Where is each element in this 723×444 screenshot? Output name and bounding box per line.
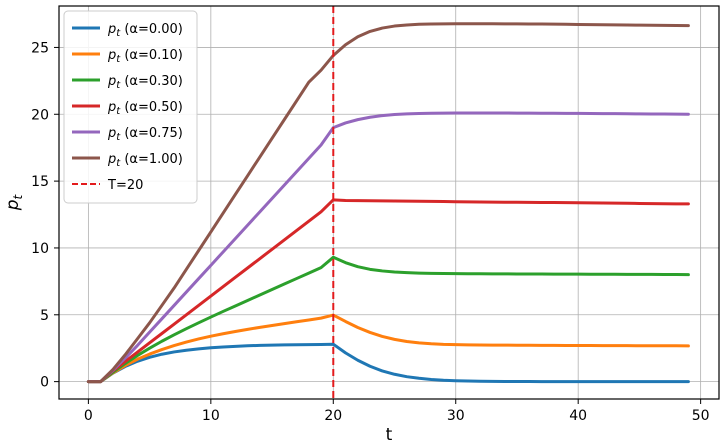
y-tick-label: 10 [31, 241, 49, 257]
legend-label: pt (α=1.00) [107, 152, 183, 169]
y-tick-label: 0 [40, 375, 49, 391]
x-axis-label: t [386, 425, 393, 444]
legend-label: T=20 [107, 178, 143, 193]
legend-label: pt (α=0.30) [107, 74, 183, 91]
series-line-0 [86, 342, 690, 384]
x-tick-label: 50 [692, 408, 710, 424]
x-tick-label: 0 [84, 408, 93, 424]
legend: pt (α=0.00) pt (α=0.10) pt (α=0.30) pt (α=0… [63, 10, 198, 204]
axis-ticks: 0 10 20 30 40 50 0 5 10 15 20 25 [31, 40, 709, 424]
legend-label: pt (α=0.10) [107, 48, 183, 65]
series-line-4 [86, 111, 690, 384]
x-tick-label: 20 [324, 408, 342, 424]
x-tick-label: 40 [569, 408, 587, 424]
y-axis-label: pt [3, 193, 25, 211]
plot-frame [58, 5, 720, 400]
y-tick-label: 15 [31, 174, 49, 190]
legend-label: pt (α=0.00) [107, 22, 183, 39]
x-tick-label: 30 [447, 408, 465, 424]
x-tick-label: 10 [202, 408, 220, 424]
series-line-2 [86, 255, 690, 384]
series-line-5 [86, 22, 690, 384]
y-tick-label: 25 [31, 40, 49, 56]
series-lines [86, 22, 690, 384]
legend-label: pt (α=0.75) [107, 126, 183, 143]
y-tick-label: 5 [40, 308, 49, 324]
series-line-1 [86, 313, 690, 384]
y-tick-label: 20 [31, 107, 49, 123]
series-line-3 [86, 198, 690, 384]
legend-label: pt (α=0.50) [107, 100, 183, 117]
legend-box [63, 10, 198, 204]
